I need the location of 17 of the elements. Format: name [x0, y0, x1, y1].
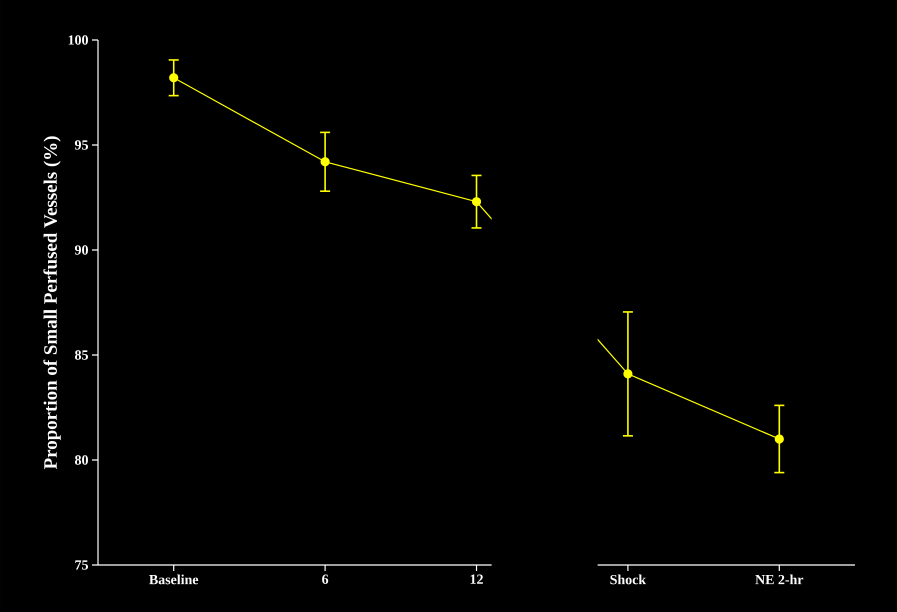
y-tick-label: 95 [74, 140, 88, 150]
x-tick-label: Baseline [149, 574, 198, 584]
y-tick-label: 80 [75, 455, 88, 465]
point [320, 157, 330, 166]
y-axis-title: Proportion of Small Perfused Vessels (%) [43, 136, 61, 470]
y-tick-label: 85 [75, 350, 88, 360]
point [472, 197, 482, 206]
x-tick-label: 12 [470, 574, 483, 584]
point [623, 369, 633, 378]
y-tick-label: 100 [68, 35, 88, 45]
x-tick-label: 6 [322, 574, 328, 584]
x-tick-label: NE 2-hr [755, 574, 804, 584]
point [774, 434, 784, 444]
y-tick-label: 75 [75, 560, 88, 570]
point [169, 73, 178, 82]
x-tick-label: Shock [610, 574, 646, 584]
y-tick-label: 90 [74, 245, 88, 255]
